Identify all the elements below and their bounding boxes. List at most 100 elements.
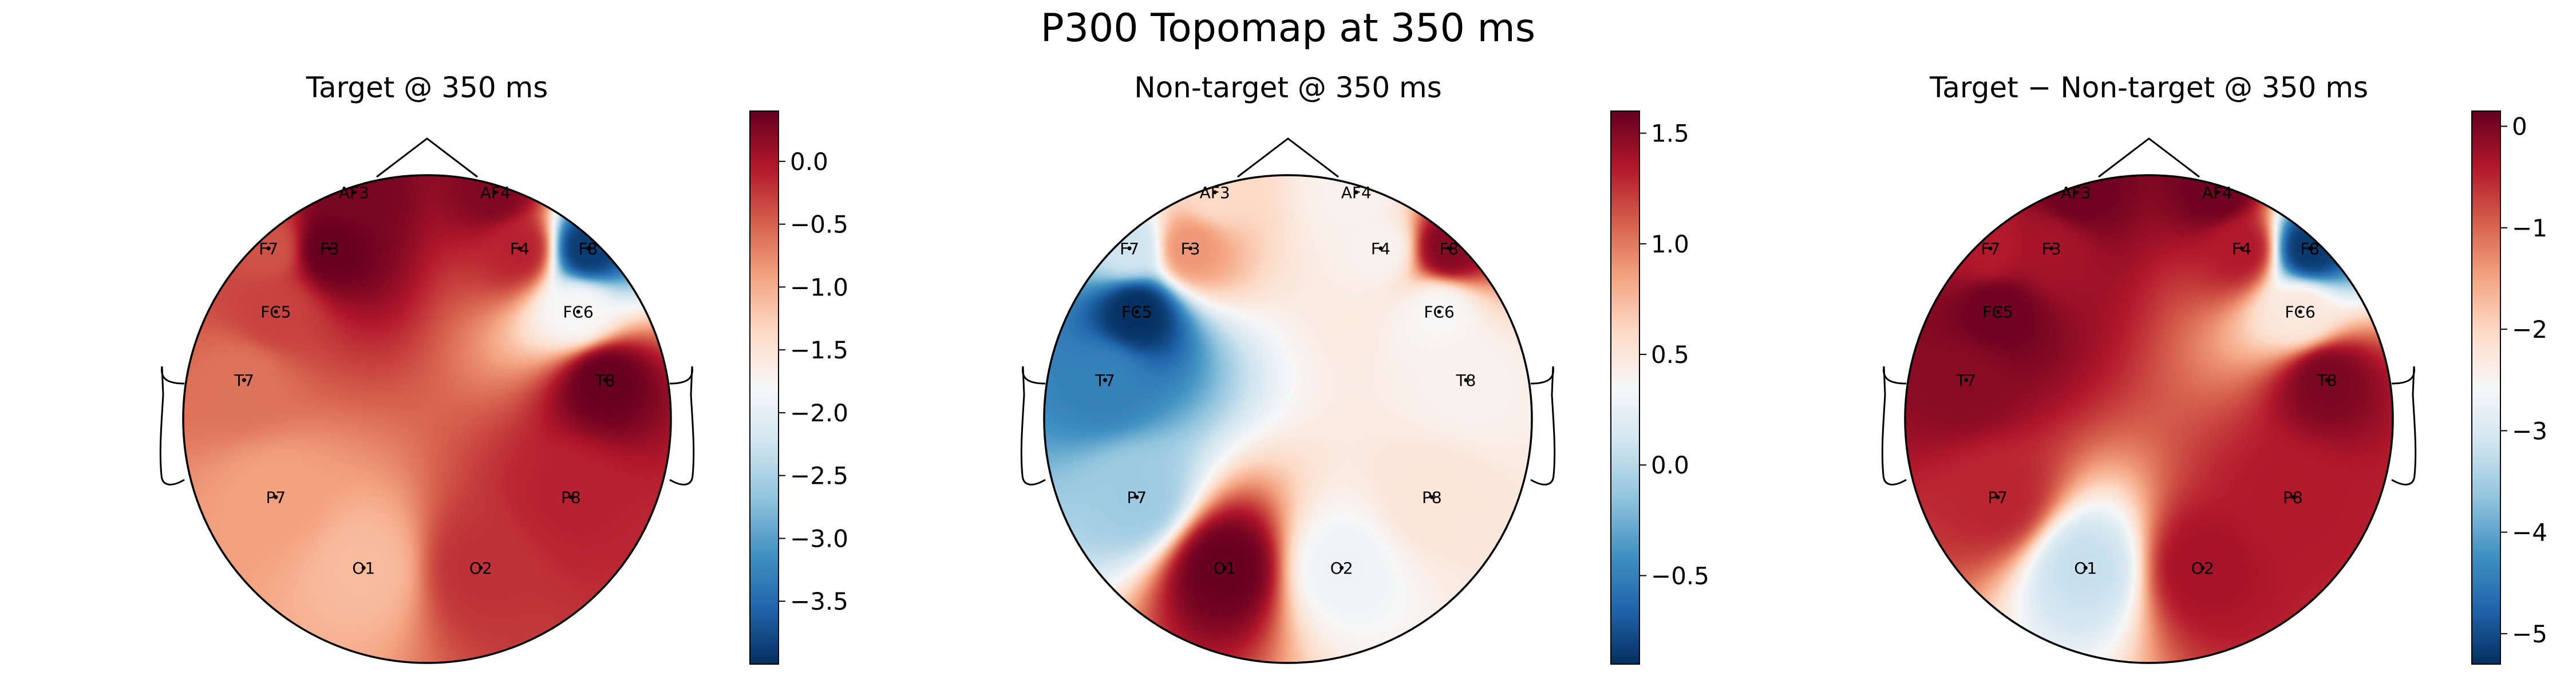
panel-title: Target @ 350 ms [306,71,548,104]
colorbar-tick-label: −5 [2512,620,2547,648]
electrode-marker [1437,310,1441,314]
electrode-label: T7 [1095,371,1115,390]
electrode-label: AF4 [1341,183,1372,202]
topomap-heatmap [183,175,671,663]
electrode-marker [2215,190,2219,195]
electrode-marker [1429,495,1434,499]
electrode-label: O1 [352,559,375,578]
electrode-label: F4 [1371,239,1390,258]
electrode-marker [2083,566,2088,570]
colorbar-tick-label: −3 [2512,417,2547,445]
electrode-marker [517,246,522,251]
electrode-marker [274,310,278,314]
electrode-label: F7 [1981,239,2000,258]
electrode-marker [586,246,590,251]
electrode-label: FC5 [1982,303,2013,322]
electrode-label: AF3 [339,183,369,202]
panel-title: Target − Non-target @ 350 ms [1929,71,2368,104]
electrode-marker [479,566,483,570]
electrode-marker [266,246,271,251]
figure-title: P300 Topomap at 350 ms [1041,6,1535,51]
electrode-marker [2308,246,2312,251]
electrode-label: FC6 [563,303,593,322]
electrode-label: P8 [561,488,581,507]
electrode-marker [576,310,580,314]
colorbar-frame [749,110,779,665]
electrode-marker [327,246,332,251]
colorbar-frame [2471,110,2501,665]
head-circle [1043,174,1533,664]
colorbar-gradient [750,111,779,664]
electrode-label: FC6 [2285,303,2315,322]
electrode-marker [1996,310,2000,314]
electrode-marker [2073,190,2078,195]
electrode-marker [1964,378,1968,382]
electrode-label: F3 [1181,239,1200,258]
head-circle [1904,174,2394,664]
electrode-label: P7 [1127,488,1147,507]
colorbar-tick-label: −4 [2512,519,2547,547]
topomap-panel-difference: Target − Non-target @ 350 ms AF3 AF4 F7 F3 F… [1881,71,2547,665]
colorbar: 0.0 −0.5 −1.0 −1.5 −2.0 −2.5 −3.0 −3.5 [749,110,848,665]
electrode-marker [2325,378,2329,382]
electrode-marker [1222,566,1227,570]
electrode-marker [1212,190,1217,195]
topomap-heatmap [1044,175,1532,663]
electrode-label: O2 [469,559,492,578]
electrode-marker [1447,246,1451,251]
electrode-label: T7 [234,371,254,390]
electrode-label: AF3 [1200,183,1230,202]
electrode-marker [2298,310,2302,314]
electrode-label: P8 [1422,488,1442,507]
electrode-marker [1996,495,2000,499]
topomap-panel-target: Target @ 350 ms AF3 AF4 F7 F3 F4 F8 FC5 FC6 T7 T8… [159,71,848,665]
electrode-marker [1135,495,1139,499]
topomap-image [1905,175,2393,663]
electrode-label: T8 [2317,371,2337,390]
head-right-ear [2391,366,2417,485]
electrode-label: F8 [578,239,598,258]
electrode-label: F4 [2232,239,2251,258]
head-left-ear [159,366,185,485]
electrode-label: FC5 [260,303,291,322]
electrode-marker [1378,246,1383,251]
electrode-marker [1464,378,1468,382]
head-left-ear [1020,366,1046,485]
head-left-ear [1881,366,1907,485]
electrode-marker [351,190,356,195]
colorbar-tick-label: −1.0 [790,273,848,301]
colorbar-tick-label: −0.5 [1651,562,1709,590]
colorbar-gradient [1611,111,1639,664]
colorbar-tick-label: 1.0 [1651,230,1689,258]
electrode-label: O2 [2191,559,2214,578]
electrode-label: O1 [2074,559,2097,578]
electrode-label: F7 [1120,239,1139,258]
electrode-label: AF4 [2202,183,2233,202]
electrode-marker [1340,566,1344,570]
head-outline [1020,137,1556,485]
colorbar-tick-label: −1 [2512,214,2547,242]
electrode-marker [1354,190,1358,195]
electrode-label: AF3 [2061,183,2091,202]
colorbar-tick-label: −0.5 [790,211,848,239]
electrode-marker [2290,495,2295,499]
colorbar-tick-label: −2.0 [790,399,848,427]
electrode-marker [568,495,573,499]
topomap-heatmap [1905,175,2393,663]
electrode-marker [2239,246,2244,251]
electrode-label: F7 [259,239,278,258]
colorbar-frame [1610,110,1640,665]
electrode-marker [1127,246,1132,251]
colorbar: 0 −1 −2 −3 −4 −5 [2471,110,2547,665]
electrode-label: P7 [1988,488,2008,507]
colorbar-tick-label: −3.5 [790,587,848,615]
electrode-marker [1988,246,1993,251]
electrode-marker [2049,246,2054,251]
panel-title: Non-target @ 350 ms [1134,71,1442,104]
head-outline [1881,137,2417,485]
electrode-marker [493,190,497,195]
colorbar-tick-label: −2.5 [790,462,848,490]
topomap-image [1044,175,1532,663]
colorbar-tick-label: 0 [2512,113,2527,141]
